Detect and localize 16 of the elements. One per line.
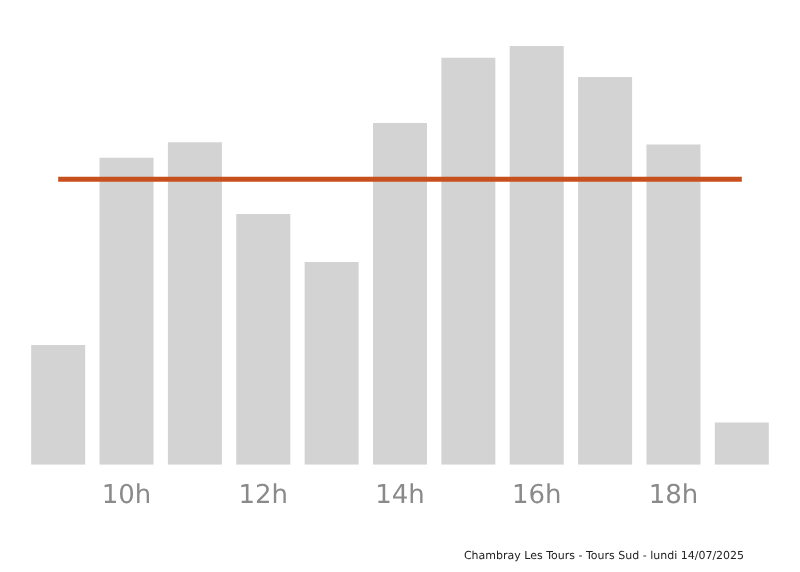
x-tick-label: 14h (375, 481, 425, 512)
x-tick-label: 18h (648, 481, 699, 512)
bar (509, 46, 564, 465)
bar (441, 57, 496, 465)
bar (236, 213, 291, 465)
bar (31, 345, 86, 465)
x-tick-label: 16h (511, 481, 562, 512)
x-tick-label: 10h (101, 481, 152, 512)
bar (99, 157, 154, 465)
bar (167, 142, 222, 465)
x-tick-label: 12h (238, 481, 289, 512)
bar (373, 123, 427, 465)
bar (304, 262, 359, 465)
bar (578, 76, 633, 465)
bar (714, 422, 769, 465)
bar (646, 144, 701, 465)
